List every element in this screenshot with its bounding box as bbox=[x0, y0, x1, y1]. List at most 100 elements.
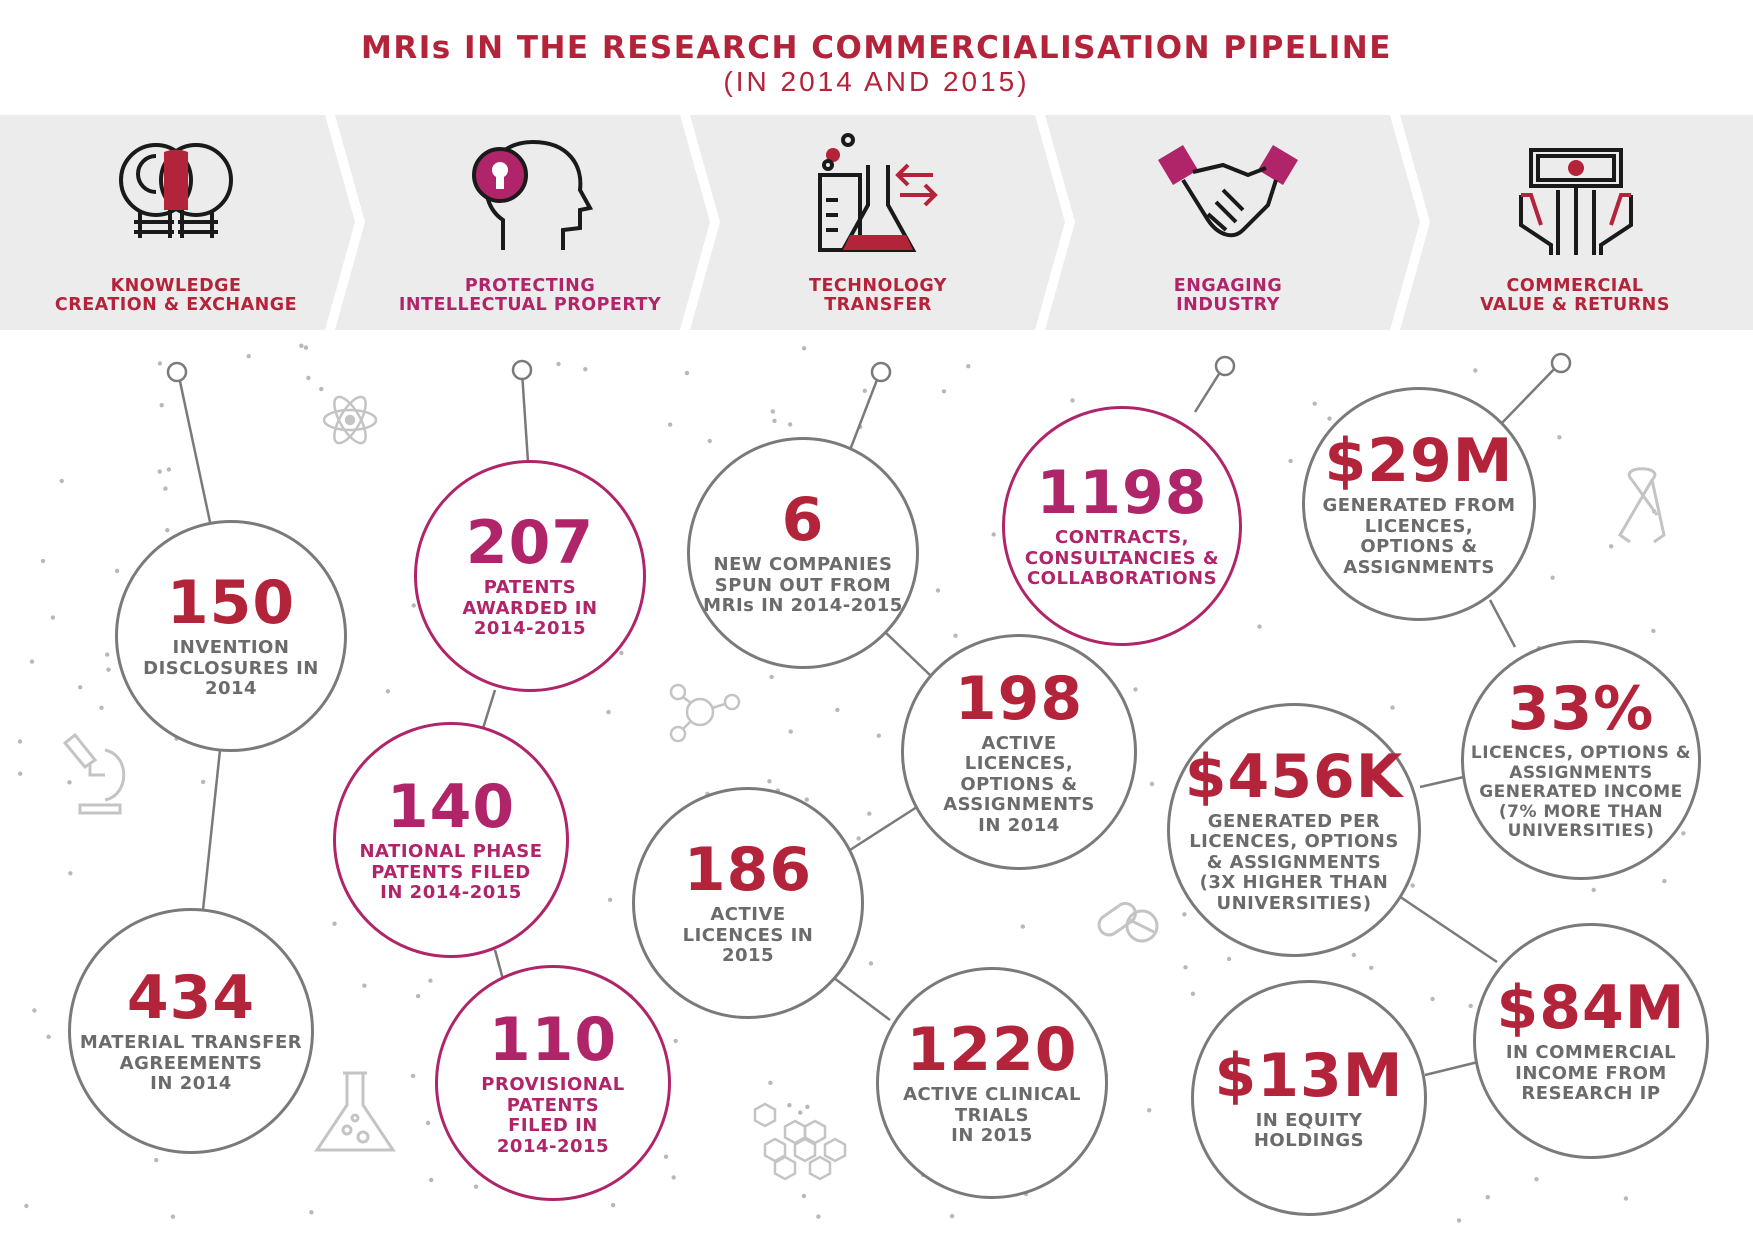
background-dot bbox=[1183, 965, 1188, 970]
stat-desc-line: ASSIGNMENTS bbox=[1509, 762, 1653, 783]
page-title: MRIs IN THE RESEARCH COMMERCIALISATION P… bbox=[361, 30, 1392, 66]
stage-label-commercial: COMMERCIAL VALUE & RETURNS bbox=[1415, 277, 1735, 315]
background-dot bbox=[787, 1103, 792, 1108]
stat-per-licence: $456K GENERATED PER LICENCES, OPTIONS & … bbox=[1167, 703, 1421, 957]
stat-desc-line: MRIs IN 2014-2015 bbox=[703, 595, 903, 617]
stage-label-technology: TECHNOLOGY TRANSFER bbox=[718, 277, 1038, 315]
stat-desc: ACTIVE LICENCES IN 2015 bbox=[683, 905, 814, 967]
stage-label-technology-line1: TECHNOLOGY bbox=[809, 276, 947, 296]
stat-desc-line: IN 2015 bbox=[951, 1125, 1033, 1147]
stat-desc: INVENTION DISCLOSURES IN 2014 bbox=[143, 638, 319, 700]
stat-value: $29M bbox=[1324, 426, 1514, 496]
background-dot bbox=[299, 343, 304, 348]
stat-clinical-trials: 1220 ACTIVE CLINICAL TRIALS IN 2015 bbox=[876, 967, 1108, 1199]
background-dot bbox=[767, 779, 772, 784]
background-dot bbox=[425, 1120, 431, 1126]
stat-desc: IN COMMERCIAL INCOME FROM RESEARCH IP bbox=[1506, 1043, 1676, 1105]
stat-value: 1198 bbox=[1036, 458, 1208, 529]
stat-desc-line: ASSIGNMENTS bbox=[1343, 556, 1495, 578]
background-dot bbox=[941, 389, 947, 394]
stat-material-transfer: 434 MATERIAL TRANSFER AGREEMENTS IN 2014 bbox=[68, 908, 314, 1154]
stat-desc-line: LICENCES IN bbox=[682, 924, 814, 946]
stat-active-licences-2015: 186 ACTIVE LICENCES IN 2015 bbox=[632, 787, 864, 1019]
background-dot bbox=[68, 871, 73, 876]
stat-desc-line: 2014-2015 bbox=[496, 1135, 610, 1157]
background-dot bbox=[1609, 544, 1614, 549]
background-dot bbox=[1182, 912, 1187, 917]
background-dot bbox=[1485, 1195, 1491, 1200]
stat-desc-line: HOLDINGS bbox=[1253, 1130, 1365, 1151]
background-dot bbox=[428, 978, 433, 983]
background-dot bbox=[788, 729, 793, 734]
background-dot bbox=[415, 993, 421, 999]
connector-lines bbox=[176, 362, 1561, 1077]
background-dot bbox=[949, 1213, 955, 1219]
stat-value: 1220 bbox=[906, 1015, 1078, 1086]
background-dot bbox=[966, 364, 971, 369]
stage-label-technology-line2: TRANSFER bbox=[824, 295, 932, 315]
stage-label-commercial-line2: VALUE & RETURNS bbox=[1480, 295, 1670, 315]
stat-desc-line: COLLABORATIONS bbox=[1026, 568, 1218, 590]
stat-value: 33% bbox=[1507, 674, 1655, 745]
stat-desc-line: DISCLOSURES IN bbox=[143, 657, 319, 679]
stat-desc-line: & ASSIGNMENTS bbox=[1206, 851, 1382, 873]
stat-value: $84M bbox=[1496, 973, 1686, 1044]
hexagon-cluster-icon bbox=[753, 1102, 847, 1181]
background-dot bbox=[29, 659, 35, 664]
background-dot bbox=[1257, 624, 1262, 629]
background-dot bbox=[991, 532, 996, 537]
background-dot bbox=[801, 1193, 807, 1199]
atom-icon bbox=[322, 395, 378, 445]
background-dot bbox=[1312, 401, 1317, 406]
background-dot bbox=[673, 1038, 678, 1044]
stat-desc: IN EQUITY HOLDINGS bbox=[1253, 1110, 1365, 1152]
stat-desc-line: ACTIVE bbox=[981, 732, 1057, 754]
background-dot bbox=[429, 1177, 434, 1183]
background-dot bbox=[1351, 952, 1357, 958]
background-dot bbox=[18, 771, 23, 776]
background-dot bbox=[867, 811, 872, 816]
stat-desc-line: CONTRACTS, bbox=[1055, 527, 1189, 549]
background-dot bbox=[106, 667, 111, 672]
background-dot bbox=[1591, 887, 1596, 893]
background-dot bbox=[862, 388, 867, 393]
stat-desc-line: UNIVERSITIES) bbox=[1216, 892, 1372, 914]
background-dot bbox=[114, 568, 120, 574]
background-dot bbox=[876, 733, 881, 738]
stat-desc: NEW COMPANIES SPUN OUT FROM MRIs IN 2014… bbox=[703, 555, 903, 617]
background-dot bbox=[319, 386, 324, 392]
stat-desc: GENERATED FROM LICENCES, OPTIONS & ASSIG… bbox=[1323, 495, 1516, 578]
background-dot bbox=[1327, 416, 1332, 421]
stage-label-protecting-line2: INTELLECTUAL PROPERTY bbox=[398, 295, 662, 315]
stat-desc: NATIONAL PHASE PATENTS FILED IN 2014-201… bbox=[359, 842, 542, 904]
background-dot bbox=[159, 403, 164, 408]
background-dot bbox=[166, 467, 172, 472]
stat-generated-29m: $29M GENERATED FROM LICENCES, OPTIONS & … bbox=[1302, 387, 1536, 621]
stat-desc-line: IN 2014 bbox=[150, 1073, 232, 1095]
stat-desc: LICENCES, OPTIONS & ASSIGNMENTS GENERATE… bbox=[1471, 744, 1691, 842]
stat-contracts: 1198 CONTRACTS, CONSULTANCIES & COLLABOR… bbox=[1002, 406, 1242, 646]
stat-desc-line: RESEARCH IP bbox=[1521, 1083, 1661, 1105]
stat-desc-line: ACTIVE CLINICAL bbox=[903, 1084, 1081, 1106]
handshake-icon bbox=[1158, 145, 1298, 238]
stat-value: 6 bbox=[781, 485, 825, 556]
background-dot bbox=[1390, 705, 1395, 710]
lightbulbs-icon bbox=[119, 143, 233, 238]
stat-desc: ACTIVE LICENCES, OPTIONS & ASSIGNMENTS I… bbox=[943, 732, 1095, 837]
background-dot bbox=[17, 739, 23, 744]
background-dot bbox=[671, 1175, 676, 1180]
background-dot bbox=[868, 961, 874, 966]
stage-label-engaging: ENGAGING INDUSTRY bbox=[1068, 277, 1388, 315]
banner-segment-1 bbox=[0, 115, 355, 330]
background-dot bbox=[201, 779, 206, 785]
background-dot bbox=[607, 897, 613, 902]
background-dot bbox=[170, 1214, 176, 1219]
background-dot bbox=[306, 375, 311, 381]
banner-segment-3 bbox=[690, 115, 1065, 330]
stat-desc-line: PROVISIONAL bbox=[481, 1074, 625, 1095]
stat-desc-line: INCOME FROM bbox=[1515, 1062, 1667, 1084]
background-dot bbox=[768, 1080, 773, 1086]
background-dot bbox=[787, 422, 793, 427]
stage-label-engaging-line1: ENGAGING bbox=[1173, 276, 1283, 296]
